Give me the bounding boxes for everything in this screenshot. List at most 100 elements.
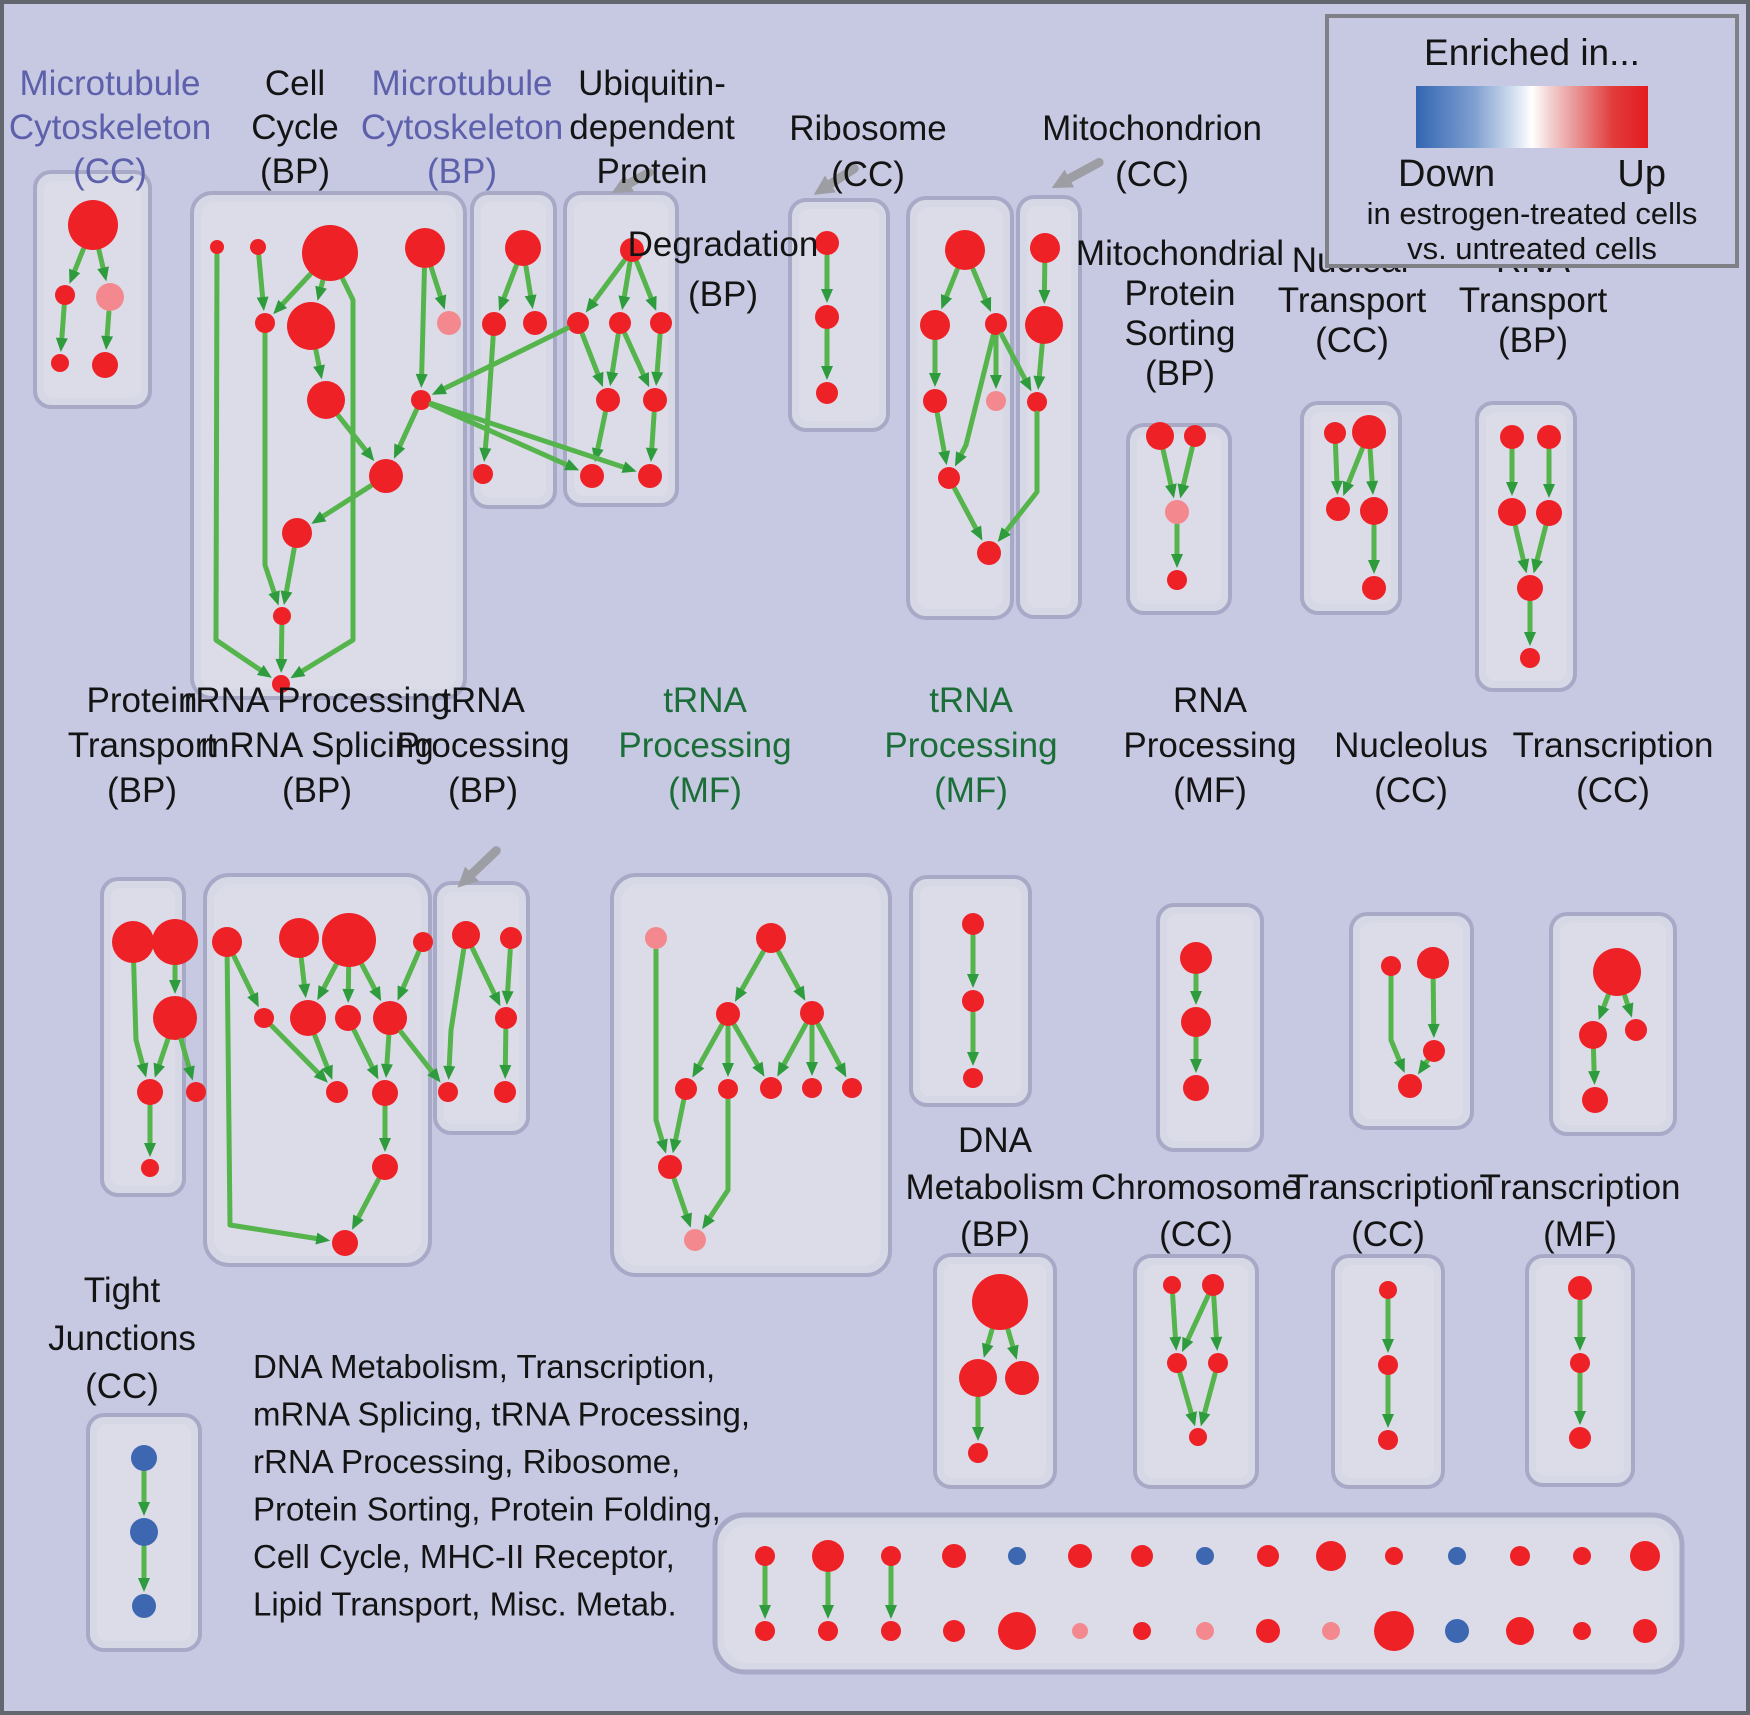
go-term-node-nucleolus-2[interactable] [1423,1040,1445,1062]
grid-node-top-9[interactable] [1316,1541,1346,1571]
go-term-node-ubiquitin-2-0[interactable] [815,231,839,255]
grid-node-bottom-0[interactable] [755,1621,775,1641]
grid-node-bottom-10[interactable] [1374,1611,1414,1651]
go-term-node-ribosome-3[interactable] [923,389,947,413]
go-term-node-cell-cycle-1[interactable] [250,239,266,255]
go-term-node-ubiquitin-1-3[interactable] [650,312,672,334]
go-term-node-tight-junctions-1[interactable] [130,1518,158,1546]
go-term-node-transcription-cc-2-0[interactable] [1379,1281,1397,1299]
go-term-node-nuclear-transport-2[interactable] [1326,497,1350,521]
grid-node-bottom-5[interactable] [1072,1623,1088,1639]
go-term-node-rrna-10[interactable] [372,1080,398,1106]
grid-node-top-13[interactable] [1573,1547,1591,1565]
go-term-node-dna-metabolism-1[interactable] [959,1359,997,1397]
go-term-node-trna-mf-1-10[interactable] [684,1229,706,1251]
go-term-node-mps-1[interactable] [1184,425,1206,447]
go-term-node-protein-transport-1[interactable] [152,919,198,965]
grid-node-top-5[interactable] [1068,1544,1092,1568]
go-term-node-rrna-5[interactable] [254,1008,274,1028]
go-term-node-chromosome-0[interactable] [1163,1276,1181,1294]
go-term-node-ubiquitin-1-4[interactable] [596,388,620,412]
go-term-node-trna-mf-1-6[interactable] [760,1077,782,1099]
go-term-node-ubiquitin-1-2[interactable] [609,312,631,334]
grid-node-top-6[interactable] [1131,1545,1153,1567]
go-term-node-rrna-2[interactable] [279,918,319,958]
go-term-node-rrna-6[interactable] [290,1000,326,1036]
grid-node-top-3[interactable] [942,1544,966,1568]
go-term-node-nuclear-transport-3[interactable] [1360,497,1388,525]
go-term-node-trna-mf-1-5[interactable] [718,1079,738,1099]
go-term-node-rna-mf-2[interactable] [1183,1075,1209,1101]
go-term-node-transcription-cc-2[interactable] [1625,1019,1647,1041]
go-term-node-trna-bp-3[interactable] [495,1007,517,1029]
go-term-node-cell-cycle-5[interactable] [287,302,335,350]
go-term-node-cell-cycle-6[interactable] [437,311,461,335]
go-term-node-chromosome-1[interactable] [1202,1274,1224,1296]
grid-node-top-7[interactable] [1196,1547,1214,1565]
go-term-node-rrna-11[interactable] [372,1154,398,1180]
go-term-node-trna-mf-2-1[interactable] [962,990,984,1012]
go-term-node-transcription-cc-2-1[interactable] [1378,1355,1398,1375]
go-term-node-mps-3[interactable] [1167,570,1187,590]
go-term-node-mt-cc-2[interactable] [96,283,124,311]
go-term-node-rna-transport-4[interactable] [1517,575,1543,601]
go-term-node-ubiquitin-2-1[interactable] [815,305,839,329]
go-term-node-mitochondrion-box-2[interactable] [1027,392,1047,412]
grid-node-bottom-11[interactable] [1445,1619,1469,1643]
go-term-node-nucleolus-3[interactable] [1398,1074,1422,1098]
go-term-node-mps-2[interactable] [1165,500,1189,524]
grid-node-top-14[interactable] [1630,1541,1660,1571]
go-term-node-trna-bp-1[interactable] [500,927,522,949]
go-term-node-tight-junctions-0[interactable] [131,1445,157,1471]
grid-node-top-1[interactable] [812,1540,844,1572]
go-term-node-ubiquitin-1-5[interactable] [643,388,667,412]
go-term-node-rrna-12[interactable] [332,1230,358,1256]
go-term-node-cell-cycle-2[interactable] [302,225,358,281]
go-term-node-ribosome-6[interactable] [977,541,1001,565]
go-term-node-cell-cycle-0[interactable] [210,240,224,254]
go-term-node-rna-transport-3[interactable] [1536,500,1562,526]
go-term-node-dna-metabolism-0[interactable] [972,1274,1028,1330]
go-term-node-rna-transport-1[interactable] [1537,425,1561,449]
go-term-node-nucleolus-0[interactable] [1381,956,1401,976]
grid-node-bottom-6[interactable] [1133,1622,1151,1640]
go-term-node-protein-transport-0[interactable] [112,921,154,963]
go-term-node-transcription-mf-2[interactable] [1569,1427,1591,1449]
go-term-node-trna-mf-1-3[interactable] [800,1001,824,1025]
grid-node-bottom-8[interactable] [1256,1619,1280,1643]
go-term-node-trna-bp-2[interactable] [438,1082,458,1102]
go-term-node-tight-junctions-2[interactable] [132,1594,156,1618]
go-term-node-mt-cc-4[interactable] [92,352,118,378]
go-term-node-transcription-mf-0[interactable] [1568,1276,1592,1300]
grid-node-top-4[interactable] [1008,1547,1026,1565]
go-term-node-ribosome-4[interactable] [986,391,1006,411]
go-term-node-chromosome-3[interactable] [1208,1353,1228,1373]
go-term-node-ribosome-5[interactable] [938,467,960,489]
go-term-node-protein-transport-3[interactable] [137,1079,163,1105]
grid-node-bottom-12[interactable] [1506,1617,1534,1645]
go-term-node-mt-bp-2[interactable] [523,311,547,335]
go-term-node-nuclear-transport-1[interactable] [1352,415,1386,449]
grid-node-bottom-1[interactable] [818,1621,838,1641]
grid-node-top-0[interactable] [755,1546,775,1566]
grid-node-bottom-7[interactable] [1196,1622,1214,1640]
go-term-node-transcription-mf-1[interactable] [1570,1353,1590,1373]
go-term-node-ubiquitin-1-0[interactable] [620,238,644,262]
go-term-node-nuclear-transport-4[interactable] [1362,576,1386,600]
grid-node-top-12[interactable] [1510,1546,1530,1566]
go-term-node-rna-mf-0[interactable] [1180,942,1212,974]
go-term-node-ubiquitin-1-6[interactable] [580,464,604,488]
go-term-node-trna-mf-1-2[interactable] [716,1002,740,1026]
go-term-node-trna-mf-2-0[interactable] [962,913,984,935]
go-term-node-ribosome-2[interactable] [985,313,1007,335]
go-term-node-mitochondrion-box-0[interactable] [1030,233,1060,263]
go-term-node-cell-cycle-7[interactable] [307,381,345,419]
go-term-node-ribosome-1[interactable] [920,310,950,340]
go-term-node-ribosome-0[interactable] [945,230,985,270]
go-term-node-transcription-cc-1[interactable] [1579,1021,1607,1049]
go-term-node-mt-cc-3[interactable] [51,354,69,372]
go-term-node-mt-bp-1[interactable] [482,312,506,336]
go-term-node-nucleolus-1[interactable] [1417,947,1449,979]
go-term-node-rna-transport-5[interactable] [1520,648,1540,668]
grid-node-bottom-3[interactable] [943,1620,965,1642]
